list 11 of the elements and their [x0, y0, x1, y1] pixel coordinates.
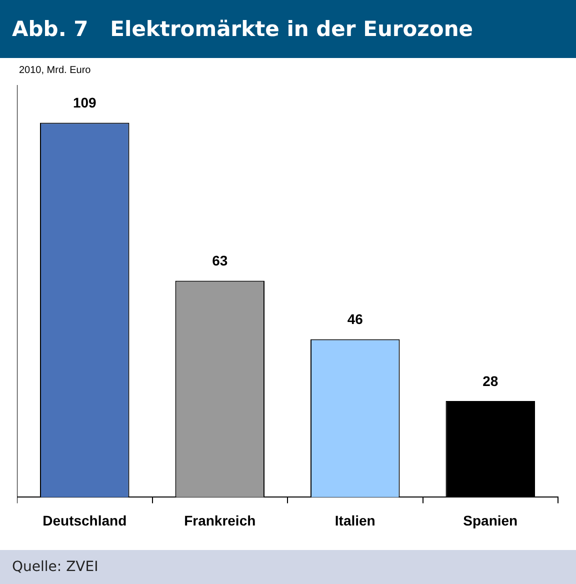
x-tick-label: Frankreich [184, 512, 256, 528]
data-label: 109 [72, 94, 97, 111]
data-label: 63 [212, 252, 228, 269]
data-label: 46 [347, 311, 364, 328]
x-tick-label: Spanien [463, 512, 518, 528]
data-label: 28 [482, 372, 498, 389]
chart-title: Abb. 7 Elektromärkte in der Eurozone [0, 0, 576, 58]
x-tick-label: Italien [334, 512, 376, 528]
chart-subtitle: 2010, Mrd. Euro [18, 64, 92, 78]
x-tick-label: Deutschland [42, 512, 127, 528]
source-note: Quelle: ZVEI [12, 559, 98, 575]
